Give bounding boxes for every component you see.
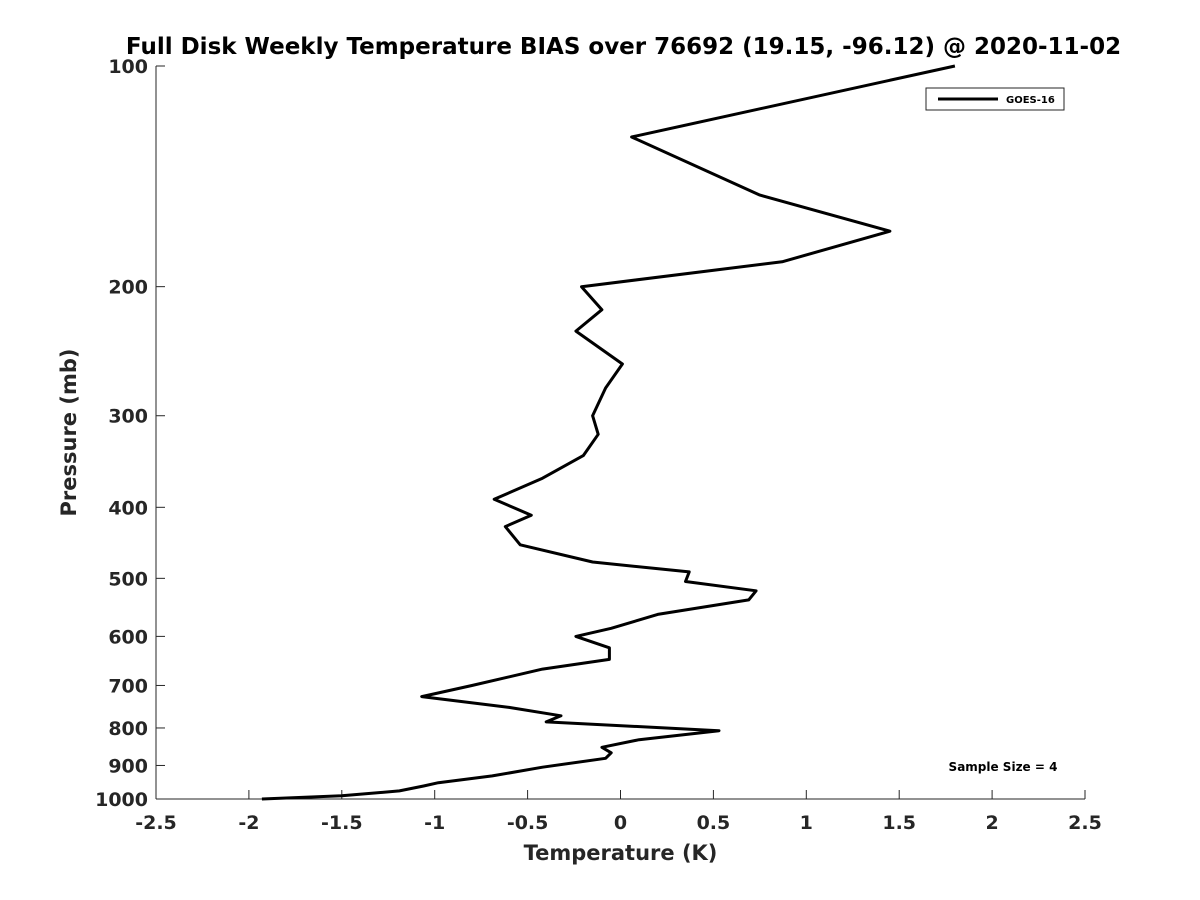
- y-tick-label: 800: [108, 718, 148, 740]
- x-axis-ticks: -2.5 -2 -1.5 -1 -0.5 0 0.5 1 1.5 2 2.5: [135, 790, 1102, 834]
- y-axis-ticks: 100 200 300 400 500 600 700 800 900 1000: [95, 56, 165, 811]
- x-axis-label: Temperature (K): [524, 841, 718, 865]
- x-tick-label: 0.5: [697, 812, 731, 834]
- x-tick-label: -1.5: [321, 812, 363, 834]
- y-tick-label: 300: [108, 406, 148, 428]
- legend-entry-goes-16: GOES-16: [1006, 95, 1055, 106]
- x-tick-label: 2: [985, 812, 998, 834]
- x-tick-label: 1.5: [882, 812, 916, 834]
- y-axis-label: Pressure (mb): [57, 349, 81, 517]
- series-line-goes-16: [261, 64, 956, 801]
- y-tick-label: 200: [108, 277, 148, 299]
- legend: GOES-16: [925, 87, 1065, 111]
- x-tick-label: -2.5: [135, 812, 177, 834]
- series-layer: [261, 64, 956, 801]
- x-tick-label: 1: [800, 812, 813, 834]
- x-tick-label: -0.5: [507, 812, 549, 834]
- chart-title: Full Disk Weekly Temperature BIAS over 7…: [126, 34, 1121, 60]
- x-tick-label: 0: [614, 812, 627, 834]
- x-tick-label: 2.5: [1068, 812, 1102, 834]
- sample-size-annotation: Sample Size = 4: [949, 760, 1058, 774]
- y-tick-label: 500: [108, 568, 148, 590]
- y-tick-label: 400: [108, 497, 148, 519]
- x-tick-label: -2: [238, 812, 259, 834]
- y-tick-label: 1000: [95, 789, 148, 811]
- y-tick-label: 600: [108, 626, 148, 648]
- y-tick-label: 700: [108, 675, 148, 697]
- axes-frame: [155, 66, 1085, 800]
- x-tick-label: -1: [424, 812, 445, 834]
- y-tick-label: 900: [108, 755, 148, 777]
- y-tick-label: 100: [108, 56, 148, 78]
